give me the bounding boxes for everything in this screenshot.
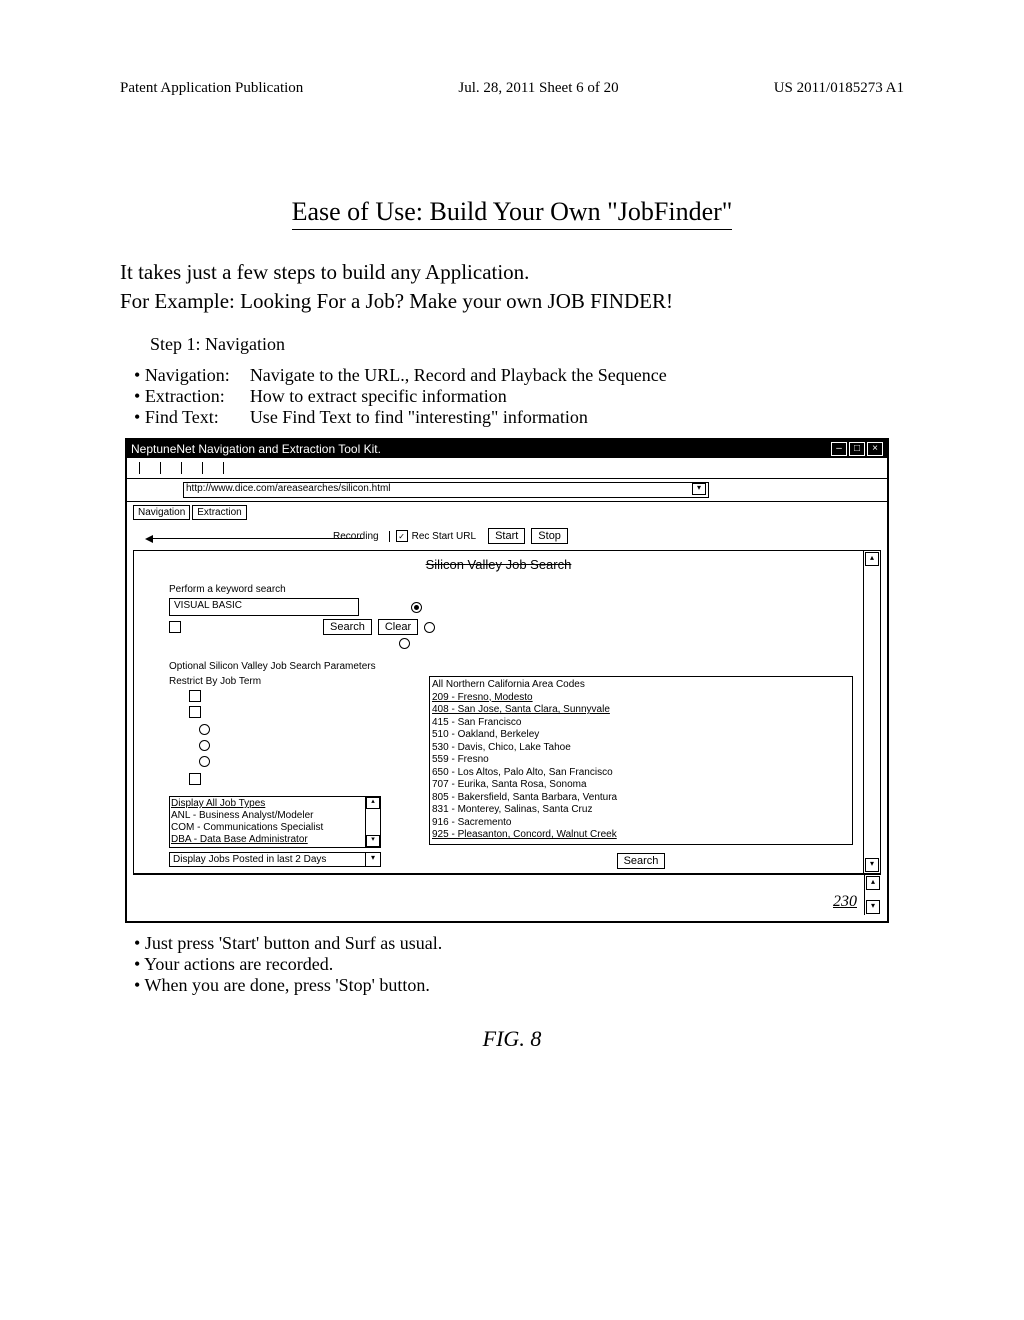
search-option-radio[interactable] bbox=[399, 638, 410, 649]
list-item[interactable]: ANL - Business Analyst/Modeler bbox=[171, 810, 364, 822]
list-item[interactable]: 510 - Oakland, Berkeley bbox=[432, 729, 850, 742]
area-search-button[interactable]: Search bbox=[617, 853, 666, 869]
scroll-down-icon[interactable]: ▾ bbox=[366, 835, 380, 847]
bullet-text: Navigate to the URL., Record and Playbac… bbox=[250, 365, 667, 385]
app-window: NeptuneNet Navigation and Extraction Too… bbox=[125, 438, 889, 923]
header-center: Jul. 28, 2011 Sheet 6 of 20 bbox=[458, 80, 618, 97]
tab-navigation[interactable]: Navigation bbox=[133, 505, 190, 520]
list-item[interactable]: 408 - San Jose, Santa Clara, Sunnyvale bbox=[432, 704, 850, 717]
posted-select[interactable]: Display Jobs Posted in last 2 Days ▾ bbox=[169, 852, 381, 867]
window-title: NeptuneNet Navigation and Extraction Too… bbox=[131, 442, 381, 456]
list-item[interactable]: 530 - Davis, Chico, Lake Tahoe bbox=[432, 742, 850, 755]
list-item[interactable]: DBA - Data Base Administrator bbox=[171, 834, 364, 846]
clear-button[interactable]: Clear bbox=[378, 619, 418, 635]
search-button[interactable]: Search bbox=[323, 619, 372, 635]
url-input[interactable]: http://www.dice.com/areasearches/silicon… bbox=[183, 482, 709, 498]
bullet-label: Find Text: bbox=[145, 407, 250, 428]
feature-bullets: Navigation:Navigate to the URL., Record … bbox=[120, 365, 904, 428]
search-option-radio[interactable] bbox=[411, 602, 422, 613]
header-left: Patent Application Publication bbox=[120, 80, 303, 97]
minimize-icon[interactable]: – bbox=[831, 442, 847, 456]
posted-select-value: Display Jobs Posted in last 2 Days bbox=[170, 853, 329, 866]
dropdown-icon[interactable]: ▾ bbox=[692, 483, 706, 495]
search-option-checkbox[interactable] bbox=[169, 621, 181, 633]
keyword-input[interactable]: VISUAL BASIC bbox=[169, 598, 359, 616]
dropdown-icon[interactable]: ▾ bbox=[365, 853, 380, 866]
bottom-pane: ▴ ▾ bbox=[133, 874, 881, 915]
keyword-search-label: Perform a keyword search bbox=[169, 584, 853, 595]
callout-arrow bbox=[153, 538, 363, 539]
bullet-label: Navigation: bbox=[145, 365, 250, 386]
instruction-bullets: Just press 'Start' button and Surf as us… bbox=[120, 933, 904, 996]
instruction-item: When you are done, press 'Stop' button. bbox=[120, 975, 904, 996]
term-radio[interactable] bbox=[199, 740, 210, 751]
list-item[interactable]: COM - Communications Specialist bbox=[171, 822, 364, 834]
toolbar bbox=[127, 458, 887, 479]
vertical-scrollbar[interactable]: ▴ ▾ bbox=[863, 551, 880, 873]
stop-button[interactable]: Stop bbox=[531, 528, 568, 544]
list-item[interactable]: 209 - Fresno, Modesto bbox=[432, 692, 850, 705]
recording-controls: Recording ✓ Rec Start URL Start Stop bbox=[333, 528, 881, 544]
term-radio[interactable] bbox=[199, 756, 210, 767]
instruction-item: Your actions are recorded. bbox=[120, 954, 904, 975]
url-bar: http://www.dice.com/areasearches/silicon… bbox=[127, 479, 887, 502]
step-label: Step 1: Navigation bbox=[150, 334, 904, 355]
start-button[interactable]: Start bbox=[488, 528, 525, 544]
scroll-up-icon[interactable]: ▴ bbox=[866, 876, 880, 890]
bullet-label: Extraction: bbox=[145, 386, 250, 407]
listbox-header: Display All Job Types bbox=[171, 798, 364, 810]
tab-extraction[interactable]: Extraction bbox=[192, 505, 246, 520]
bullet-text: How to extract specific information bbox=[250, 386, 507, 406]
list-item[interactable]: 415 - San Francisco bbox=[432, 717, 850, 730]
scroll-down-icon[interactable]: ▾ bbox=[865, 858, 879, 872]
rec-start-url-checkbox[interactable]: ✓ bbox=[396, 530, 408, 542]
close-icon[interactable]: × bbox=[867, 442, 883, 456]
page-header: Patent Application Publication Jul. 28, … bbox=[120, 80, 904, 97]
page-heading: Silicon Valley Job Search bbox=[144, 557, 853, 572]
browser-viewport: Silicon Valley Job Search Perform a keyw… bbox=[133, 550, 881, 874]
rec-start-url-label: Rec Start URL bbox=[412, 531, 476, 542]
recording-label: Recording bbox=[333, 531, 379, 542]
maximize-icon[interactable]: □ bbox=[849, 442, 865, 456]
term-checkbox[interactable] bbox=[189, 773, 201, 785]
term-checkbox[interactable] bbox=[189, 690, 201, 702]
scroll-up-icon[interactable]: ▴ bbox=[366, 797, 380, 809]
restrict-label: Restrict By Job Term bbox=[169, 676, 409, 687]
vertical-scrollbar[interactable]: ▴ ▾ bbox=[864, 875, 881, 915]
term-checkbox[interactable] bbox=[189, 706, 201, 718]
url-text: http://www.dice.com/areasearches/silicon… bbox=[186, 483, 391, 497]
bullet-text: Use Find Text to find "interesting" info… bbox=[250, 407, 588, 427]
reference-number: 230 bbox=[833, 893, 857, 911]
scroll-up-icon[interactable]: ▴ bbox=[865, 552, 879, 566]
list-item[interactable]: 650 - Los Altos, Palo Alto, San Francisc… bbox=[432, 767, 850, 780]
instruction-item: Just press 'Start' button and Surf as us… bbox=[120, 933, 904, 954]
window-titlebar: NeptuneNet Navigation and Extraction Too… bbox=[127, 440, 887, 458]
term-radio[interactable] bbox=[199, 724, 210, 735]
scroll-down-icon[interactable]: ▾ bbox=[866, 900, 880, 914]
search-option-radio[interactable] bbox=[424, 622, 435, 633]
list-item[interactable]: All Northern California Area Codes bbox=[432, 679, 850, 692]
intro-line-1: It takes just a few steps to build any A… bbox=[120, 260, 904, 285]
list-item[interactable]: 831 - Monterey, Salinas, Santa Cruz bbox=[432, 804, 850, 817]
intro-line-2: For Example: Looking For a Job? Make you… bbox=[120, 289, 904, 314]
list-item[interactable]: 707 - Eurika, Santa Rosa, Sonoma bbox=[432, 779, 850, 792]
figure-label: FIG. 8 bbox=[120, 1026, 904, 1052]
tabs: Navigation Extraction bbox=[127, 502, 887, 520]
header-right: US 2011/0185273 A1 bbox=[774, 80, 904, 97]
list-item[interactable]: 559 - Fresno bbox=[432, 754, 850, 767]
area-codes-listbox[interactable]: All Northern California Area Codes 209 -… bbox=[429, 676, 853, 845]
list-item[interactable]: 805 - Bakersfield, Santa Barbara, Ventur… bbox=[432, 792, 850, 805]
job-types-listbox[interactable]: Display All Job Types ANL - Business Ana… bbox=[169, 796, 381, 848]
main-title: Ease of Use: Build Your Own "JobFinder" bbox=[292, 197, 733, 230]
list-item[interactable]: 916 - Sacremento bbox=[432, 817, 850, 830]
list-item[interactable]: 925 - Pleasanton, Concord, Walnut Creek bbox=[432, 829, 850, 842]
params-title: Optional Silicon Valley Job Search Param… bbox=[169, 661, 853, 672]
